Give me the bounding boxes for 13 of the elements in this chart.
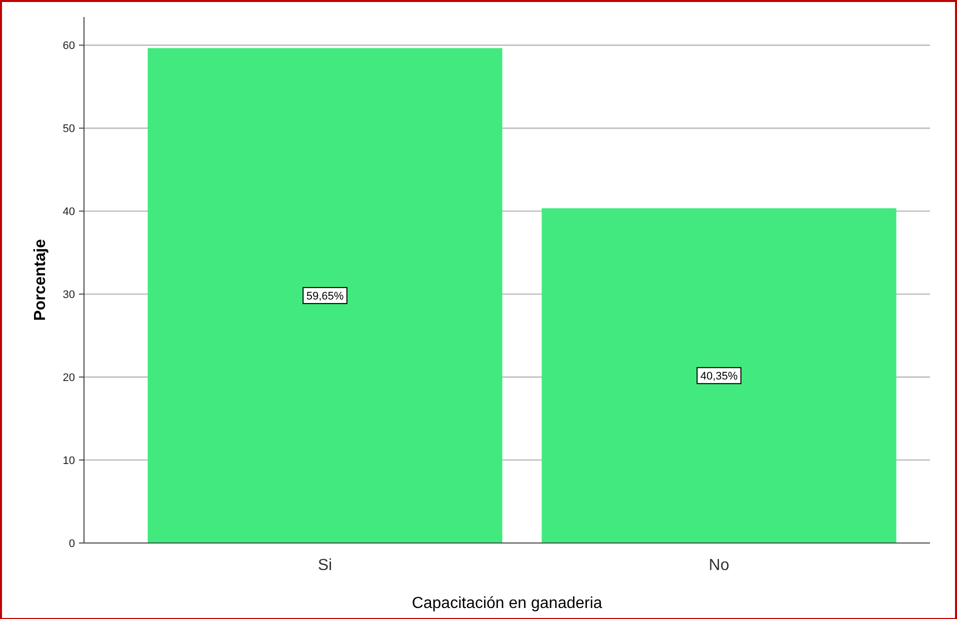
x-tick-label: Si	[318, 557, 332, 574]
y-axis-title: Porcentaje	[32, 238, 49, 321]
data-label: 40,35%	[700, 370, 738, 382]
y-tick-label: 60	[62, 40, 75, 52]
y-tick-label: 30	[62, 288, 75, 301]
x-tick-label: No	[708, 557, 730, 574]
y-tick-label: 0	[68, 538, 75, 550]
y-tick-label: 20	[62, 372, 75, 384]
y-tick-label: 40	[62, 206, 75, 218]
y-tick-label: 50	[62, 123, 75, 136]
data-label: 59,65%	[306, 290, 344, 302]
x-axis-title: Capacitación en ganaderia	[412, 595, 602, 612]
y-tick-label: 10	[62, 454, 75, 467]
